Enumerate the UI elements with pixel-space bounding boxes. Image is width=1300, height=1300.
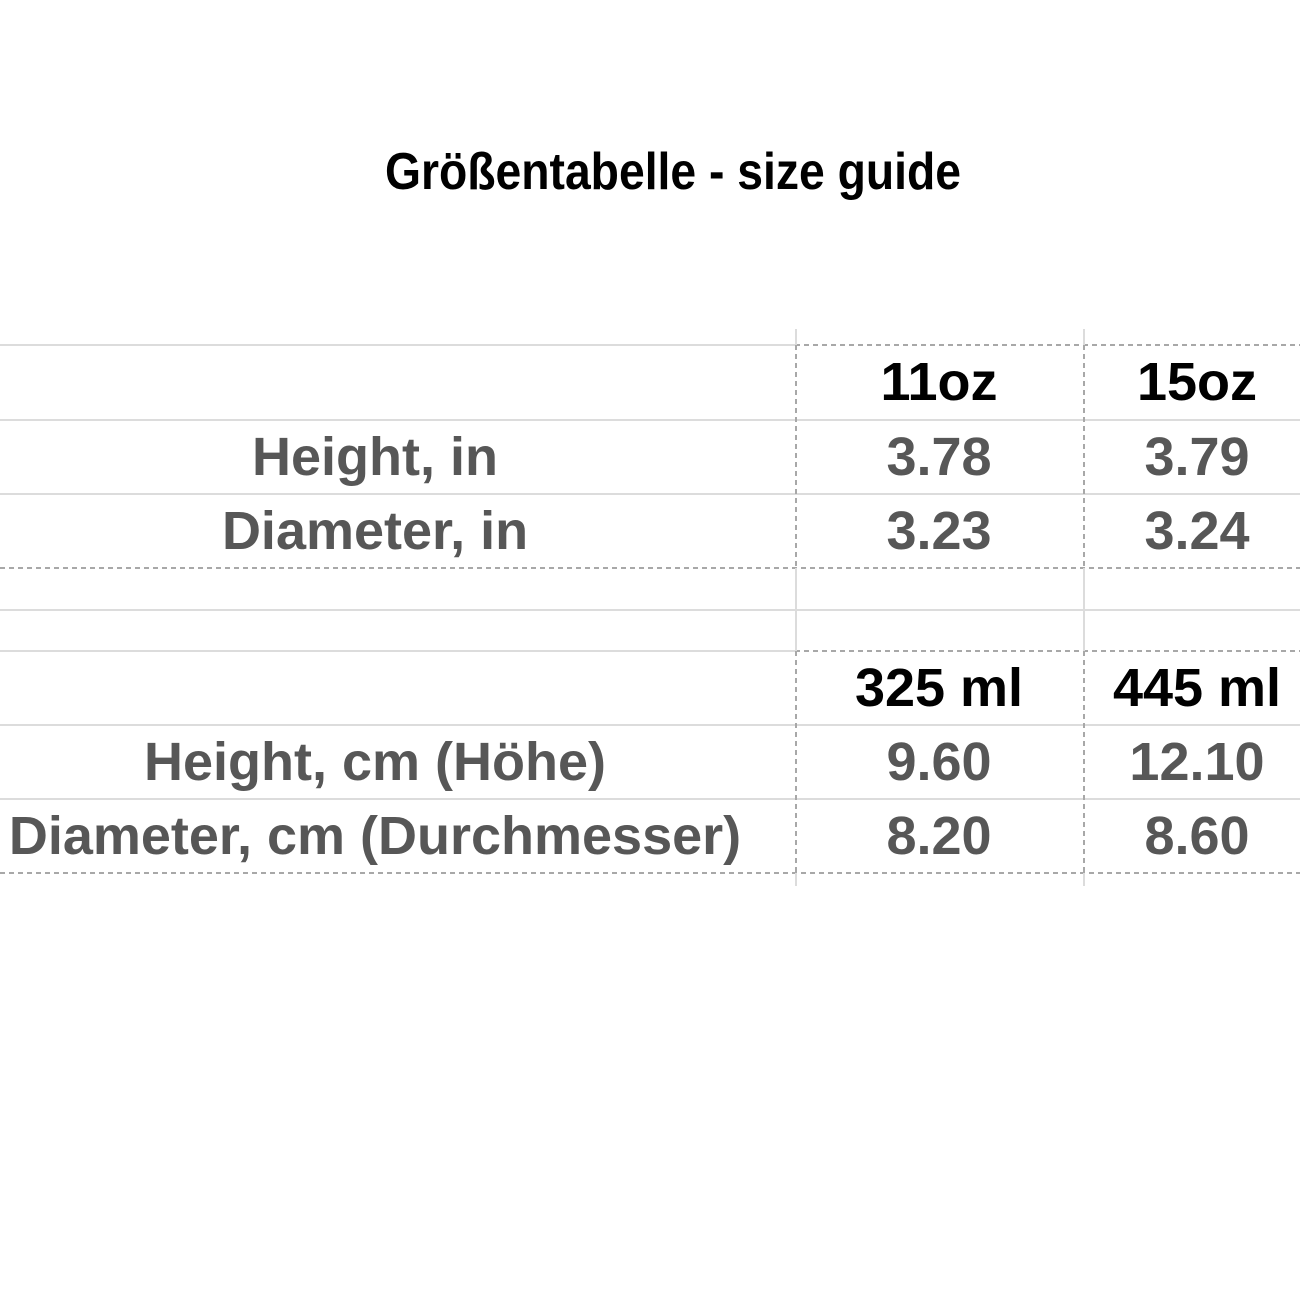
row-label-diameter-cm: Diameter, cm (Durchmesser)	[8, 806, 742, 866]
dashed-border-line	[0, 872, 1300, 874]
column-header-445ml: 445 ml	[1112, 658, 1282, 718]
dashed-border-line	[795, 651, 797, 873]
value-height-in-15oz: 3.79	[1144, 427, 1250, 487]
row-label-height-cm: Height, cm (Höhe)	[143, 732, 606, 792]
dashed-border-line	[1083, 651, 1085, 873]
row-label-diameter-in: Diameter, in	[221, 501, 529, 561]
gridline-vertical	[1083, 329, 1085, 345]
value-diameter-cm-325ml: 8.20	[886, 806, 992, 866]
value-diameter-in-15oz: 3.24	[1144, 501, 1250, 561]
gridline-vertical	[795, 873, 797, 886]
value-diameter-in-11oz: 3.23	[886, 501, 992, 561]
gridline-vertical	[795, 329, 797, 345]
value-height-in-11oz: 3.78	[886, 427, 992, 487]
gridline-horizontal	[0, 724, 1300, 726]
value-diameter-cm-445ml: 8.60	[1144, 806, 1250, 866]
dashed-border-line	[795, 344, 1300, 346]
gridline-horizontal	[0, 419, 1300, 421]
value-height-cm-445ml: 12.10	[1129, 732, 1265, 792]
column-header-325ml: 325 ml	[854, 658, 1024, 718]
column-header-15oz: 15oz	[1136, 352, 1258, 412]
value-height-cm-325ml: 9.60	[886, 732, 992, 792]
gridline-horizontal	[0, 609, 1300, 611]
gridline-vertical	[795, 568, 797, 651]
row-label-height-in: Height, in	[252, 427, 498, 487]
column-header-11oz: 11oz	[880, 352, 998, 412]
gridline-horizontal	[0, 344, 796, 346]
dashed-border-line	[795, 650, 1300, 652]
gridline-horizontal	[0, 798, 1300, 800]
gridline-horizontal	[0, 650, 796, 652]
gridline-horizontal	[0, 493, 1300, 495]
dashed-border-line	[795, 345, 797, 568]
gridline-vertical	[1083, 873, 1085, 886]
dashed-border-line	[1083, 345, 1085, 568]
gridline-vertical	[1083, 568, 1085, 651]
page-title: Größentabelle - size guide	[384, 143, 962, 201]
dashed-border-line	[0, 567, 1300, 569]
